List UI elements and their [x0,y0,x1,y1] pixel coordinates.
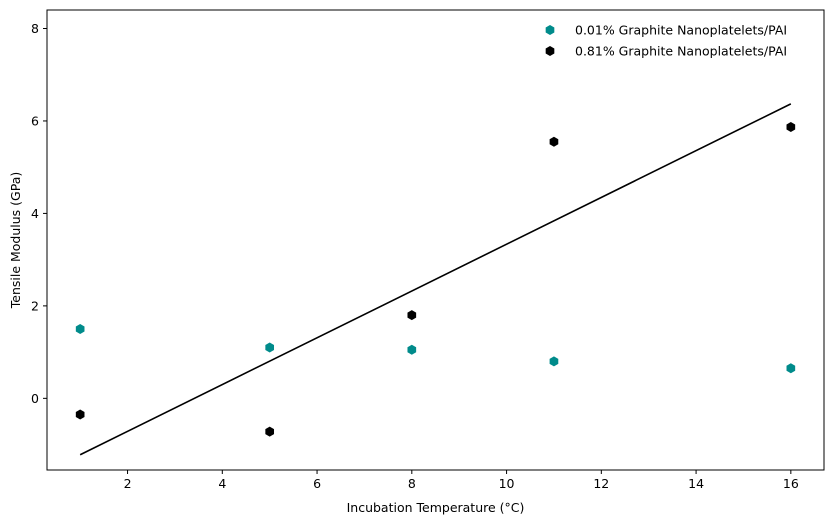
y-axis-ticks: 0 2 4 6 8 [31,21,47,406]
x-tick-label: 16 [783,476,799,491]
data-point-series-2 [549,136,559,147]
y-tick-label: 0 [31,391,39,406]
x-tick-label: 6 [313,476,321,491]
data-point-series-1 [407,344,417,355]
x-tick-label: 14 [688,476,704,491]
legend-label-series-2: 0.81% Graphite Nanoplatelets/PAI [575,44,787,59]
data-points [75,121,796,437]
x-tick-label: 4 [218,476,226,491]
x-tick-label: 8 [408,476,416,491]
trend-line [79,103,792,456]
data-point-series-2 [786,121,796,132]
x-tick-label: 2 [124,476,132,491]
data-point-series-1 [75,323,85,334]
plot-border [46,9,825,471]
trend-line-group [79,103,792,456]
plot-frame [46,9,825,471]
y-tick-label: 4 [31,206,39,221]
legend: 0.01% Graphite Nanoplatelets/PAI 0.81% Gr… [545,23,787,59]
x-axis-label: Incubation Temperature (°C) [347,500,525,515]
y-axis-label: Tensile Modulus (GPa) [8,172,23,310]
data-point-series-1 [265,342,275,353]
data-point-series-1 [549,356,559,367]
x-axis-ticks: 2 4 6 8 10 12 14 16 [124,470,799,491]
data-point-series-2 [75,409,85,420]
y-tick-label: 8 [31,21,39,36]
x-tick-label: 12 [593,476,609,491]
data-point-series-2 [407,310,417,321]
y-tick-label: 2 [31,298,39,313]
y-tick-label: 6 [31,113,39,128]
data-point-series-1 [786,363,796,374]
x-tick-label: 10 [499,476,515,491]
legend-marker-series-1 [545,25,555,35]
data-point-series-2 [265,426,275,437]
legend-label-series-1: 0.01% Graphite Nanoplatelets/PAI [575,23,787,38]
legend-marker-series-2 [545,46,555,56]
